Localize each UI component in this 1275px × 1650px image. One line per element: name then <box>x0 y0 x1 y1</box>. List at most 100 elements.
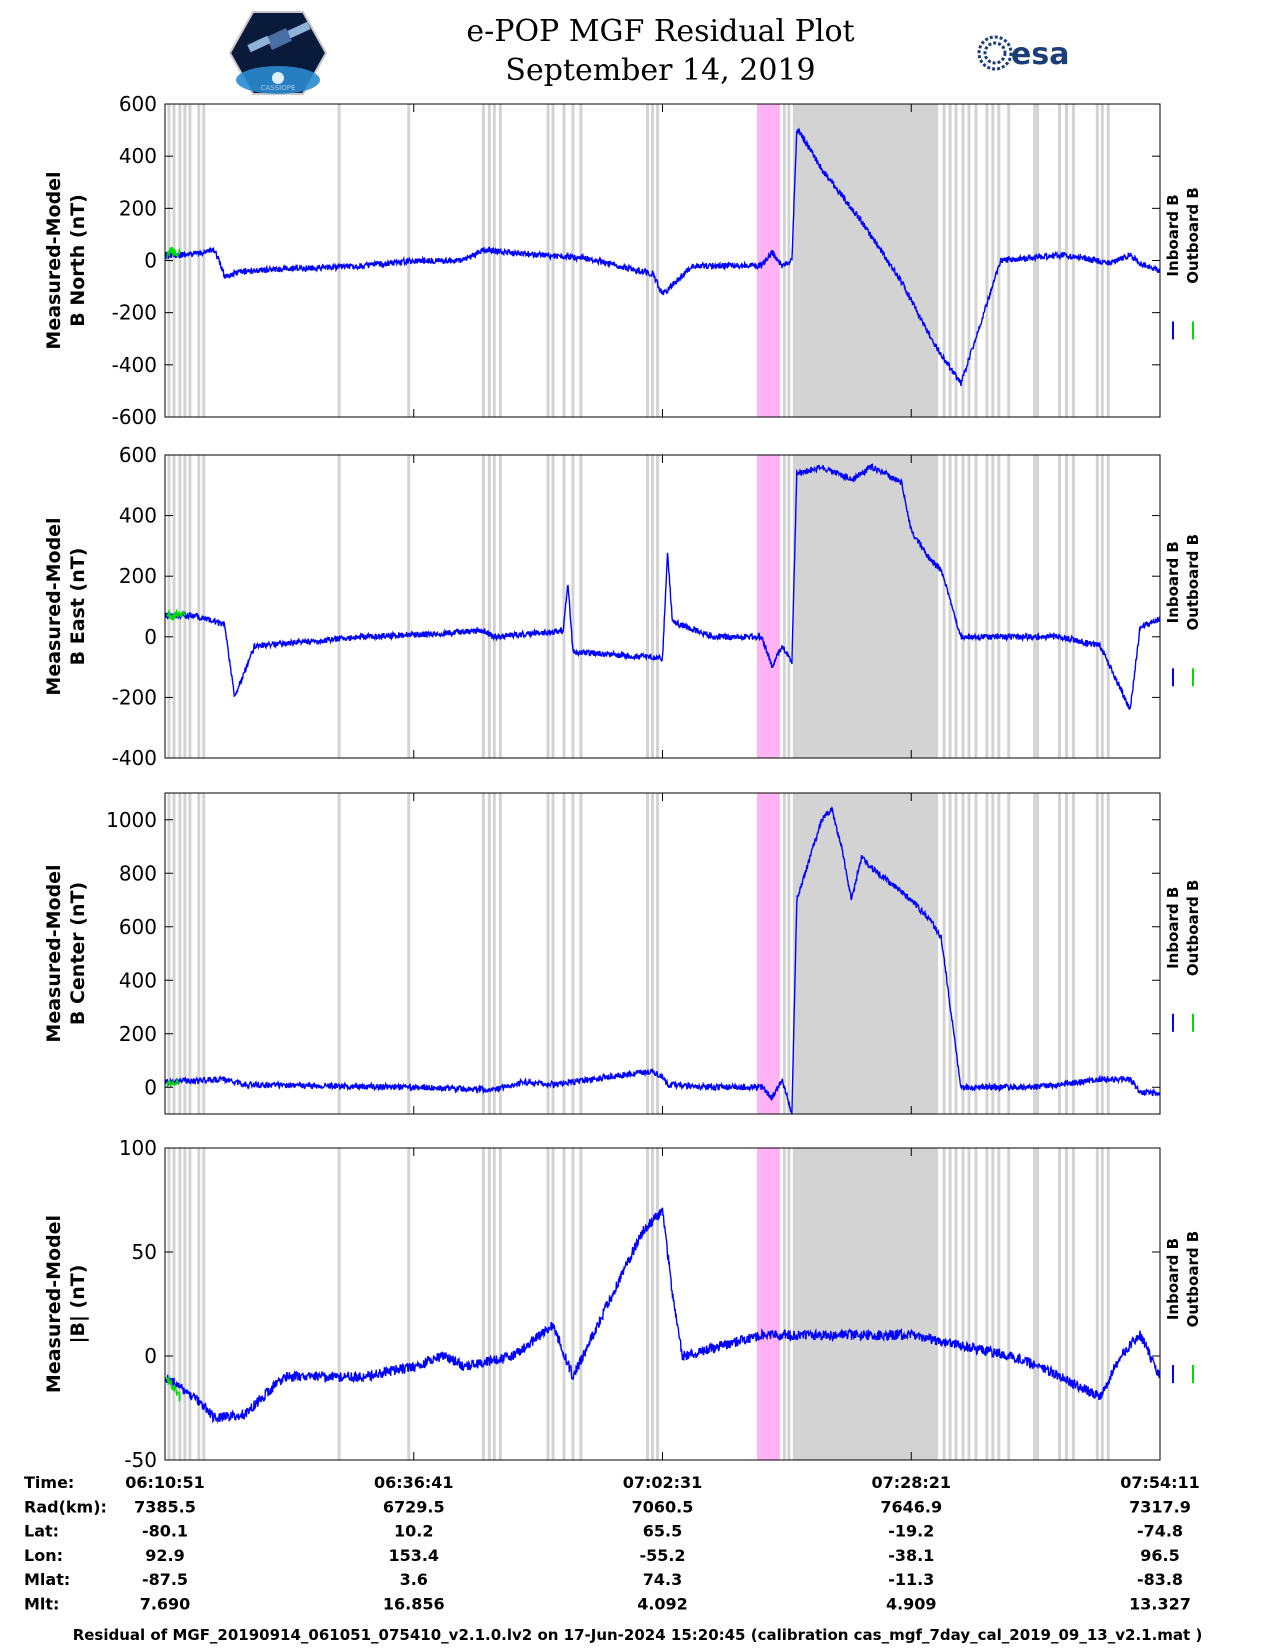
legend-label: Outboard B <box>1184 187 1202 284</box>
data-gap-line <box>646 104 650 417</box>
legend-label: Outboard B <box>1184 534 1202 631</box>
data-gap-line <box>997 1148 1001 1460</box>
data-gap-line <box>481 793 485 1114</box>
data-gap-line <box>651 1148 655 1460</box>
data-gap-line <box>787 455 791 758</box>
data-gap-line <box>188 1148 192 1460</box>
ephemeris-row-label: Rad(km): <box>24 1497 107 1516</box>
data-gap-line <box>948 104 952 417</box>
y-axis-label-line: |B| (nT) <box>67 1265 89 1344</box>
title-line-2: September 14, 2019 <box>505 53 816 88</box>
data-gap-line <box>991 104 995 417</box>
pink-band <box>757 455 780 758</box>
data-gap-line <box>562 455 566 758</box>
data-gap-line <box>571 1148 575 1460</box>
data-gap-line <box>487 104 491 417</box>
data-gap-line <box>546 1148 550 1460</box>
data-gap-line <box>172 455 176 758</box>
data-gap-line <box>974 1148 978 1460</box>
data-gap-line <box>1071 455 1075 758</box>
data-gap-band <box>792 1148 939 1460</box>
data-gap-line <box>646 793 650 1114</box>
ephemeris-value: -74.8 <box>1137 1522 1183 1541</box>
ephemeris-value: 10.2 <box>394 1522 433 1541</box>
ephemeris-row-label: Mlt: <box>24 1595 59 1614</box>
axes-frame <box>164 1147 1161 1461</box>
data-gap-line <box>183 1148 187 1460</box>
data-gap-line <box>961 1148 965 1460</box>
data-gap-line <box>948 793 952 1114</box>
data-gap-line <box>1058 455 1062 758</box>
data-gap-line <box>942 104 946 417</box>
data-gap-line <box>1036 1148 1040 1460</box>
y-axis-label: Measured-Model B Center (nT) <box>43 864 89 1042</box>
ephemeris-value: 13.327 <box>1129 1595 1191 1614</box>
data-gap-line <box>1007 104 1011 417</box>
series-outboard-line <box>166 246 181 259</box>
data-gap-line <box>579 455 583 758</box>
data-gap-line <box>782 1148 786 1460</box>
y-tick-label: 200 <box>119 196 157 220</box>
data-gap-line <box>974 104 978 417</box>
data-gap-line <box>948 1148 952 1460</box>
y-axis-label: Measured-Model B North (nT) <box>43 171 89 349</box>
data-gap-line <box>172 1148 176 1460</box>
data-gap-line <box>481 455 485 758</box>
data-gap-line <box>407 793 411 1114</box>
ephemeris-value: 7317.9 <box>1129 1497 1191 1516</box>
data-gap-line <box>551 104 555 417</box>
ephemeris-value: 7060.5 <box>632 1497 694 1516</box>
data-gap-line <box>551 793 555 1114</box>
data-gap-line <box>183 104 187 417</box>
y-tick-label: 200 <box>119 1022 157 1046</box>
data-gap-line <box>571 793 575 1114</box>
data-gap-line <box>1071 1148 1075 1460</box>
data-gap-line <box>407 455 411 758</box>
data-gap-line <box>942 793 946 1114</box>
svg-text:CASSIOPE: CASSIOPE <box>261 84 296 92</box>
chart-panel-3: 1000 800 600 400 200 0 Measured-Model B Center … <box>43 792 1202 1115</box>
data-gap-line <box>407 1148 411 1460</box>
data-gap-line <box>197 455 201 758</box>
y-tick-label: 0 <box>144 249 157 273</box>
data-gap-line <box>656 793 660 1114</box>
data-gap-line <box>178 104 182 417</box>
data-gap-line <box>954 104 958 417</box>
y-axis-label-line: Measured-Model <box>43 1215 65 1393</box>
y-axis-label-line: Measured-Model <box>43 171 65 349</box>
y-tick-label: 400 <box>119 144 157 168</box>
legend-label: Outboard B <box>1184 880 1202 977</box>
data-gap-line <box>967 104 971 417</box>
legend-label: Inboard B <box>1164 194 1182 276</box>
data-gap-band <box>792 104 939 417</box>
data-gap-line <box>562 104 566 417</box>
ephemeris-value: -19.2 <box>888 1522 934 1541</box>
data-gap-line <box>546 455 550 758</box>
data-gap-line <box>551 455 555 758</box>
data-gap-line <box>1033 793 1037 1114</box>
y-tick-label: -400 <box>112 353 157 377</box>
data-gap-line <box>967 1148 971 1460</box>
legend-label: Inboard B <box>1164 1238 1182 1320</box>
data-gap-line <box>492 793 496 1114</box>
data-gap-line <box>1100 1148 1104 1460</box>
data-gap-line <box>481 104 485 417</box>
data-gap-band <box>792 793 939 1114</box>
pink-band <box>757 793 780 1114</box>
data-gap-line <box>183 455 187 758</box>
data-gap-line <box>651 793 655 1114</box>
series-inboard-line <box>165 127 1160 387</box>
data-gap-line <box>492 104 496 417</box>
ephemeris-value: 96.5 <box>1140 1546 1179 1565</box>
data-gap-line <box>1106 793 1110 1114</box>
data-gap-line <box>1071 104 1075 417</box>
y-tick-label: 600 <box>119 443 157 467</box>
axes-frame <box>164 792 1161 1115</box>
y-axis-label: Measured-Model B East (nT) <box>43 517 89 695</box>
data-gap-line <box>481 1148 485 1460</box>
data-gap-line <box>1007 455 1011 758</box>
data-gap-line <box>991 1148 995 1460</box>
ephemeris-value: 06:10:51 <box>125 1473 205 1492</box>
data-gap-line <box>197 1148 201 1460</box>
data-gap-line <box>967 455 971 758</box>
